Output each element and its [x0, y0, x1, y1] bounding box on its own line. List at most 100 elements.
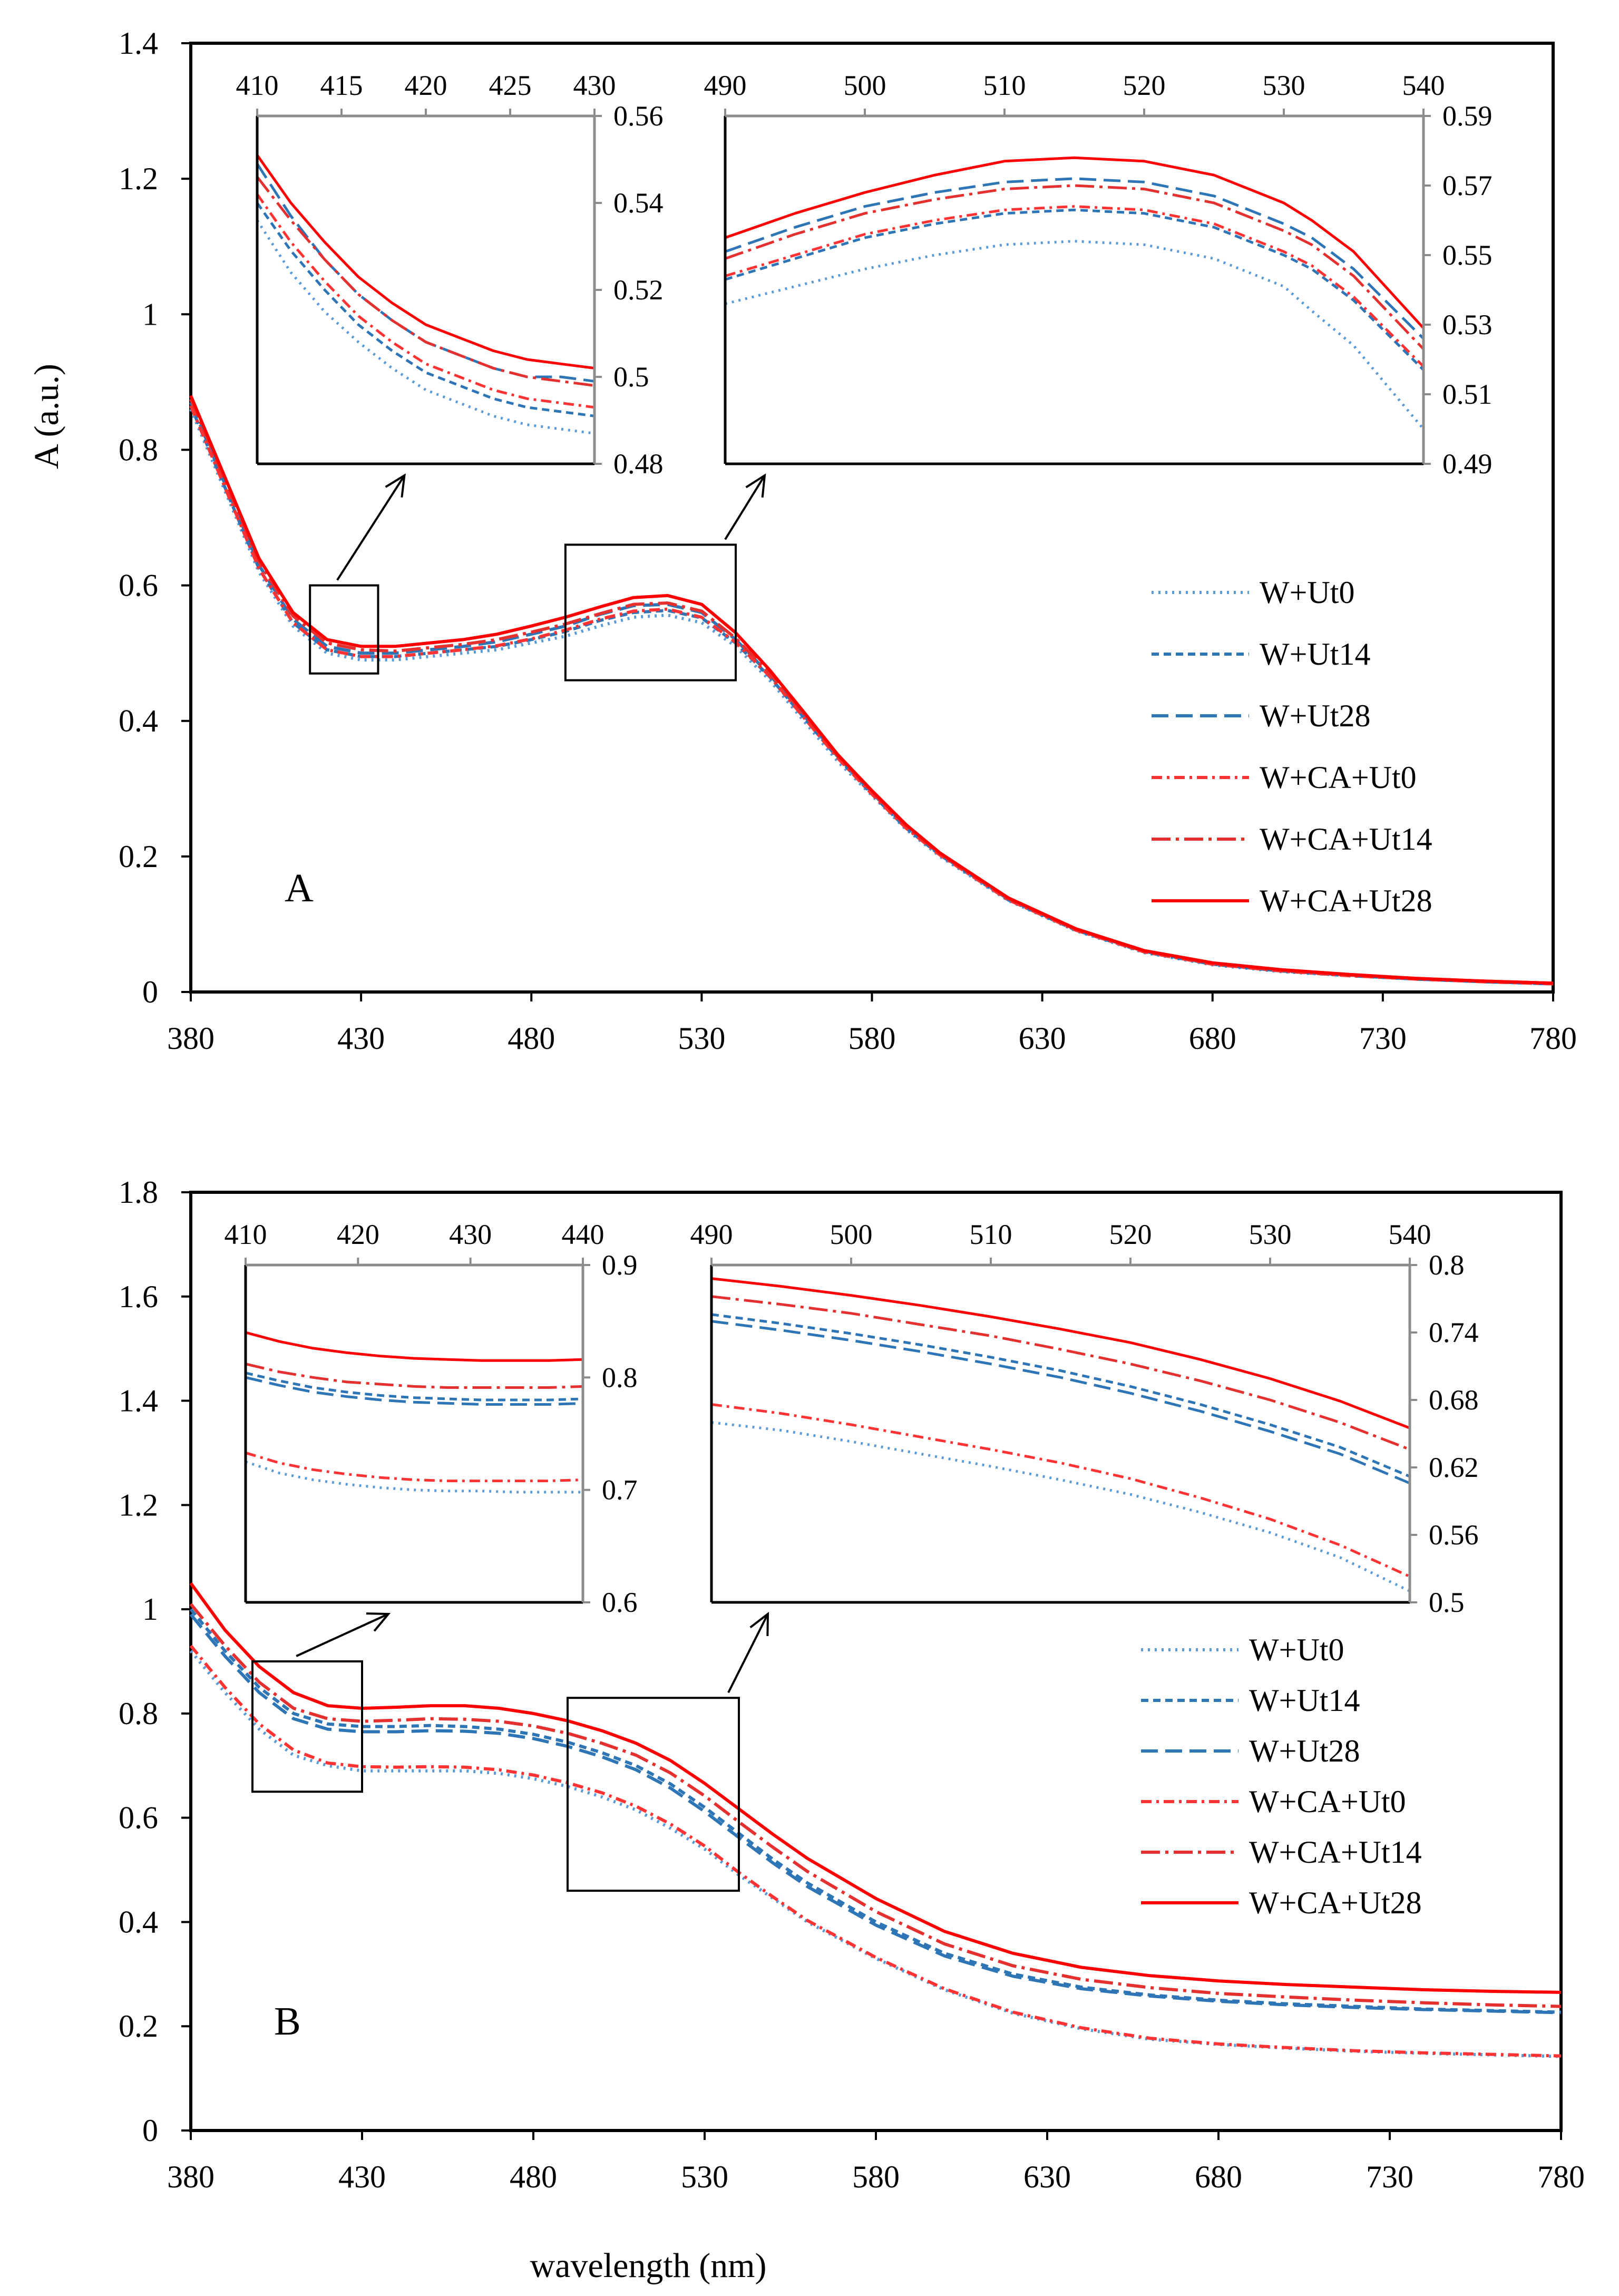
inset-y-tick-label: 0.8 [1429, 1249, 1465, 1281]
zoom-arrow [727, 1613, 769, 1694]
inset-series-line-w-ut14 [245, 1371, 583, 1402]
inset-x-tick-label: 420 [405, 70, 447, 101]
panel-b-zoom-boxes [251, 1611, 769, 1892]
inset-y-tick-label: 0.5 [1429, 1587, 1465, 1618]
series-line-w-ut0 [189, 1650, 1562, 2058]
inset-y-tick-label: 0.68 [1429, 1384, 1479, 1416]
x-tick-label: 480 [510, 2159, 557, 2194]
inset-series-line-w-ca-ut14 [256, 176, 595, 387]
y-tick-label: 0.4 [119, 1904, 158, 1939]
x-tick-label: 780 [1537, 2159, 1585, 2194]
panel-b-chart: 380 430 480 530 580 630 680 730 780 0 0.2 0.4 0.6 0.8… [119, 1175, 1585, 2285]
panel-b-inset-left: 410 420 430 440 0.6 0.7 0.8 0.9 [225, 1219, 638, 1618]
y-tick-label: 1.4 [119, 1384, 158, 1418]
legend-label: W+Ut0 [1249, 1632, 1344, 1667]
inset-x-tick-label: 500 [830, 1219, 873, 1250]
y-tick-label: 0.2 [119, 839, 158, 874]
y-tick-label: 1.8 [119, 1175, 158, 1210]
zoom-box [564, 543, 737, 682]
legend-entry-w-ut28: W+Ut28 [1141, 1734, 1360, 1768]
inset-series-line-w-ca-ut28 [711, 1277, 1410, 1429]
legend-label: W+CA+Ut14 [1249, 1835, 1422, 1870]
x-tick-label: 580 [852, 2159, 900, 2194]
series-line-w-ca-ut14 [189, 1603, 1562, 2008]
x-tick-label: 630 [1019, 1021, 1066, 1056]
inset-x-tick-label: 510 [983, 70, 1026, 101]
inset-x-tick-label: 490 [704, 70, 747, 101]
inset-series-line-w-ut0 [725, 240, 1425, 430]
inset-series-line-w-ut14 [711, 1313, 1410, 1478]
panel-b-plot-area: 380 430 480 530 580 630 680 730 780 0 0.2 0.4 0.6 0.8… [119, 1175, 1585, 2194]
panel-b-letter: B [274, 1999, 301, 2044]
y-tick-label: 1.4 [119, 26, 158, 61]
legend-entry-w-ca-ut0: W+CA+Ut0 [1141, 1784, 1406, 1819]
x-tick-label: 430 [337, 1021, 385, 1056]
legend-entry-w-ut14: W+Ut14 [1141, 1683, 1360, 1718]
inset-y-tick-label: 0.57 [1442, 170, 1493, 201]
y-tick-label: 0.6 [119, 568, 158, 603]
inset-x-tick-label: 520 [1109, 1219, 1152, 1250]
x-tick-label: 680 [1195, 2159, 1242, 2194]
x-tick-label: 380 [167, 1021, 214, 1056]
inset-x-tick-label: 490 [690, 1219, 733, 1250]
inset-y-tick-label: 0.62 [1429, 1452, 1479, 1483]
legend-label: W+Ut14 [1260, 637, 1370, 672]
legend-entry-w-ut0: W+Ut0 [1141, 1632, 1344, 1667]
inset-series-line-w-ca-ut28 [245, 1331, 583, 1362]
panel-a-zoom-boxes [309, 473, 766, 682]
inset-x-tick-label: 500 [844, 70, 886, 101]
legend-entry-w-ca-ut28: W+CA+Ut28 [1141, 1885, 1422, 1920]
inset-y-tick-label: 0.59 [1442, 100, 1493, 132]
inset-y-tick-label: 0.55 [1442, 239, 1493, 271]
zoom-arrow [296, 1613, 389, 1657]
y-tick-label: 1 [142, 297, 158, 332]
inset-x-tick-label: 410 [225, 1219, 267, 1250]
y-tick-label: 1.6 [119, 1279, 158, 1314]
panel-a-legend: W+Ut0 W+Ut14 W+Ut28 W+CA+Ut0 W+CA+Ut14 W+CA+U… [1152, 575, 1432, 918]
inset-series-line-w-ca-ut0 [711, 1403, 1411, 1578]
zoom-arrow-head [366, 1612, 391, 1632]
inset-series-line-w-ut14 [725, 208, 1425, 371]
zoom-arrow-head [749, 1611, 769, 1637]
x-tick-label: 380 [167, 2159, 214, 2194]
panel-a-inset-right: 490 500 510 520 530 540 0.49 0.51 0.53 0.55 0.57 0.… [704, 70, 1493, 480]
series-line-w-ca-ut28 [189, 1582, 1562, 1994]
inset-x-tick-label: 430 [449, 1219, 492, 1250]
inset-series-line-w-ut28 [245, 1376, 583, 1406]
legend-entry-w-ca-ut14: W+CA+Ut14 [1152, 822, 1432, 857]
y-axis-title: A (a.u.) [27, 364, 66, 469]
x-tick-label: 730 [1359, 1021, 1407, 1056]
zoom-box [251, 1660, 363, 1793]
inset-y-tick-label: 0.56 [613, 100, 664, 132]
inset-x-tick-label: 520 [1123, 70, 1166, 101]
zoom-arrow-head [385, 473, 406, 498]
inset-series-line-w-ut28 [725, 177, 1425, 340]
panel-a-letter: A [285, 866, 314, 910]
zoom-arrow [724, 474, 766, 540]
inset-background [246, 1265, 583, 1602]
inset-background [711, 1265, 1410, 1602]
inset-series-line-w-ca-ut28 [725, 156, 1425, 329]
inset-x-tick-label: 540 [1389, 1219, 1431, 1250]
inset-x-tick-label: 540 [1402, 70, 1445, 101]
y-tick-label: 0.4 [119, 704, 158, 738]
x-axis-title: wavelength (nm) [530, 2246, 766, 2285]
legend-entry-w-ut14: W+Ut14 [1152, 637, 1370, 672]
y-tick-label: 1 [142, 1592, 158, 1627]
y-tick-label: 0.2 [119, 2009, 158, 2044]
series-line-w-ut0 [189, 408, 1554, 986]
y-tick-label: 0 [142, 975, 158, 1009]
x-tick-label: 780 [1529, 1021, 1577, 1056]
panel-a-plot-area: 380 430 480 530 580 630 680 730 780 0 0.2 0.4 0.6 0.8… [119, 26, 1577, 1056]
y-tick-label: 1.2 [119, 1487, 158, 1522]
inset-x-tick-label: 440 [562, 1219, 604, 1250]
x-tick-label: 730 [1366, 2159, 1413, 2194]
x-tick-label: 480 [508, 1021, 555, 1056]
inset-background [257, 116, 594, 464]
zoom-box [309, 584, 379, 675]
inset-series-line-w-ca-ut14 [245, 1363, 583, 1389]
y-tick-label: 0.8 [119, 1696, 158, 1731]
y-tick-label: 1.2 [119, 161, 158, 196]
inset-series-line-w-ut28 [711, 1320, 1410, 1485]
